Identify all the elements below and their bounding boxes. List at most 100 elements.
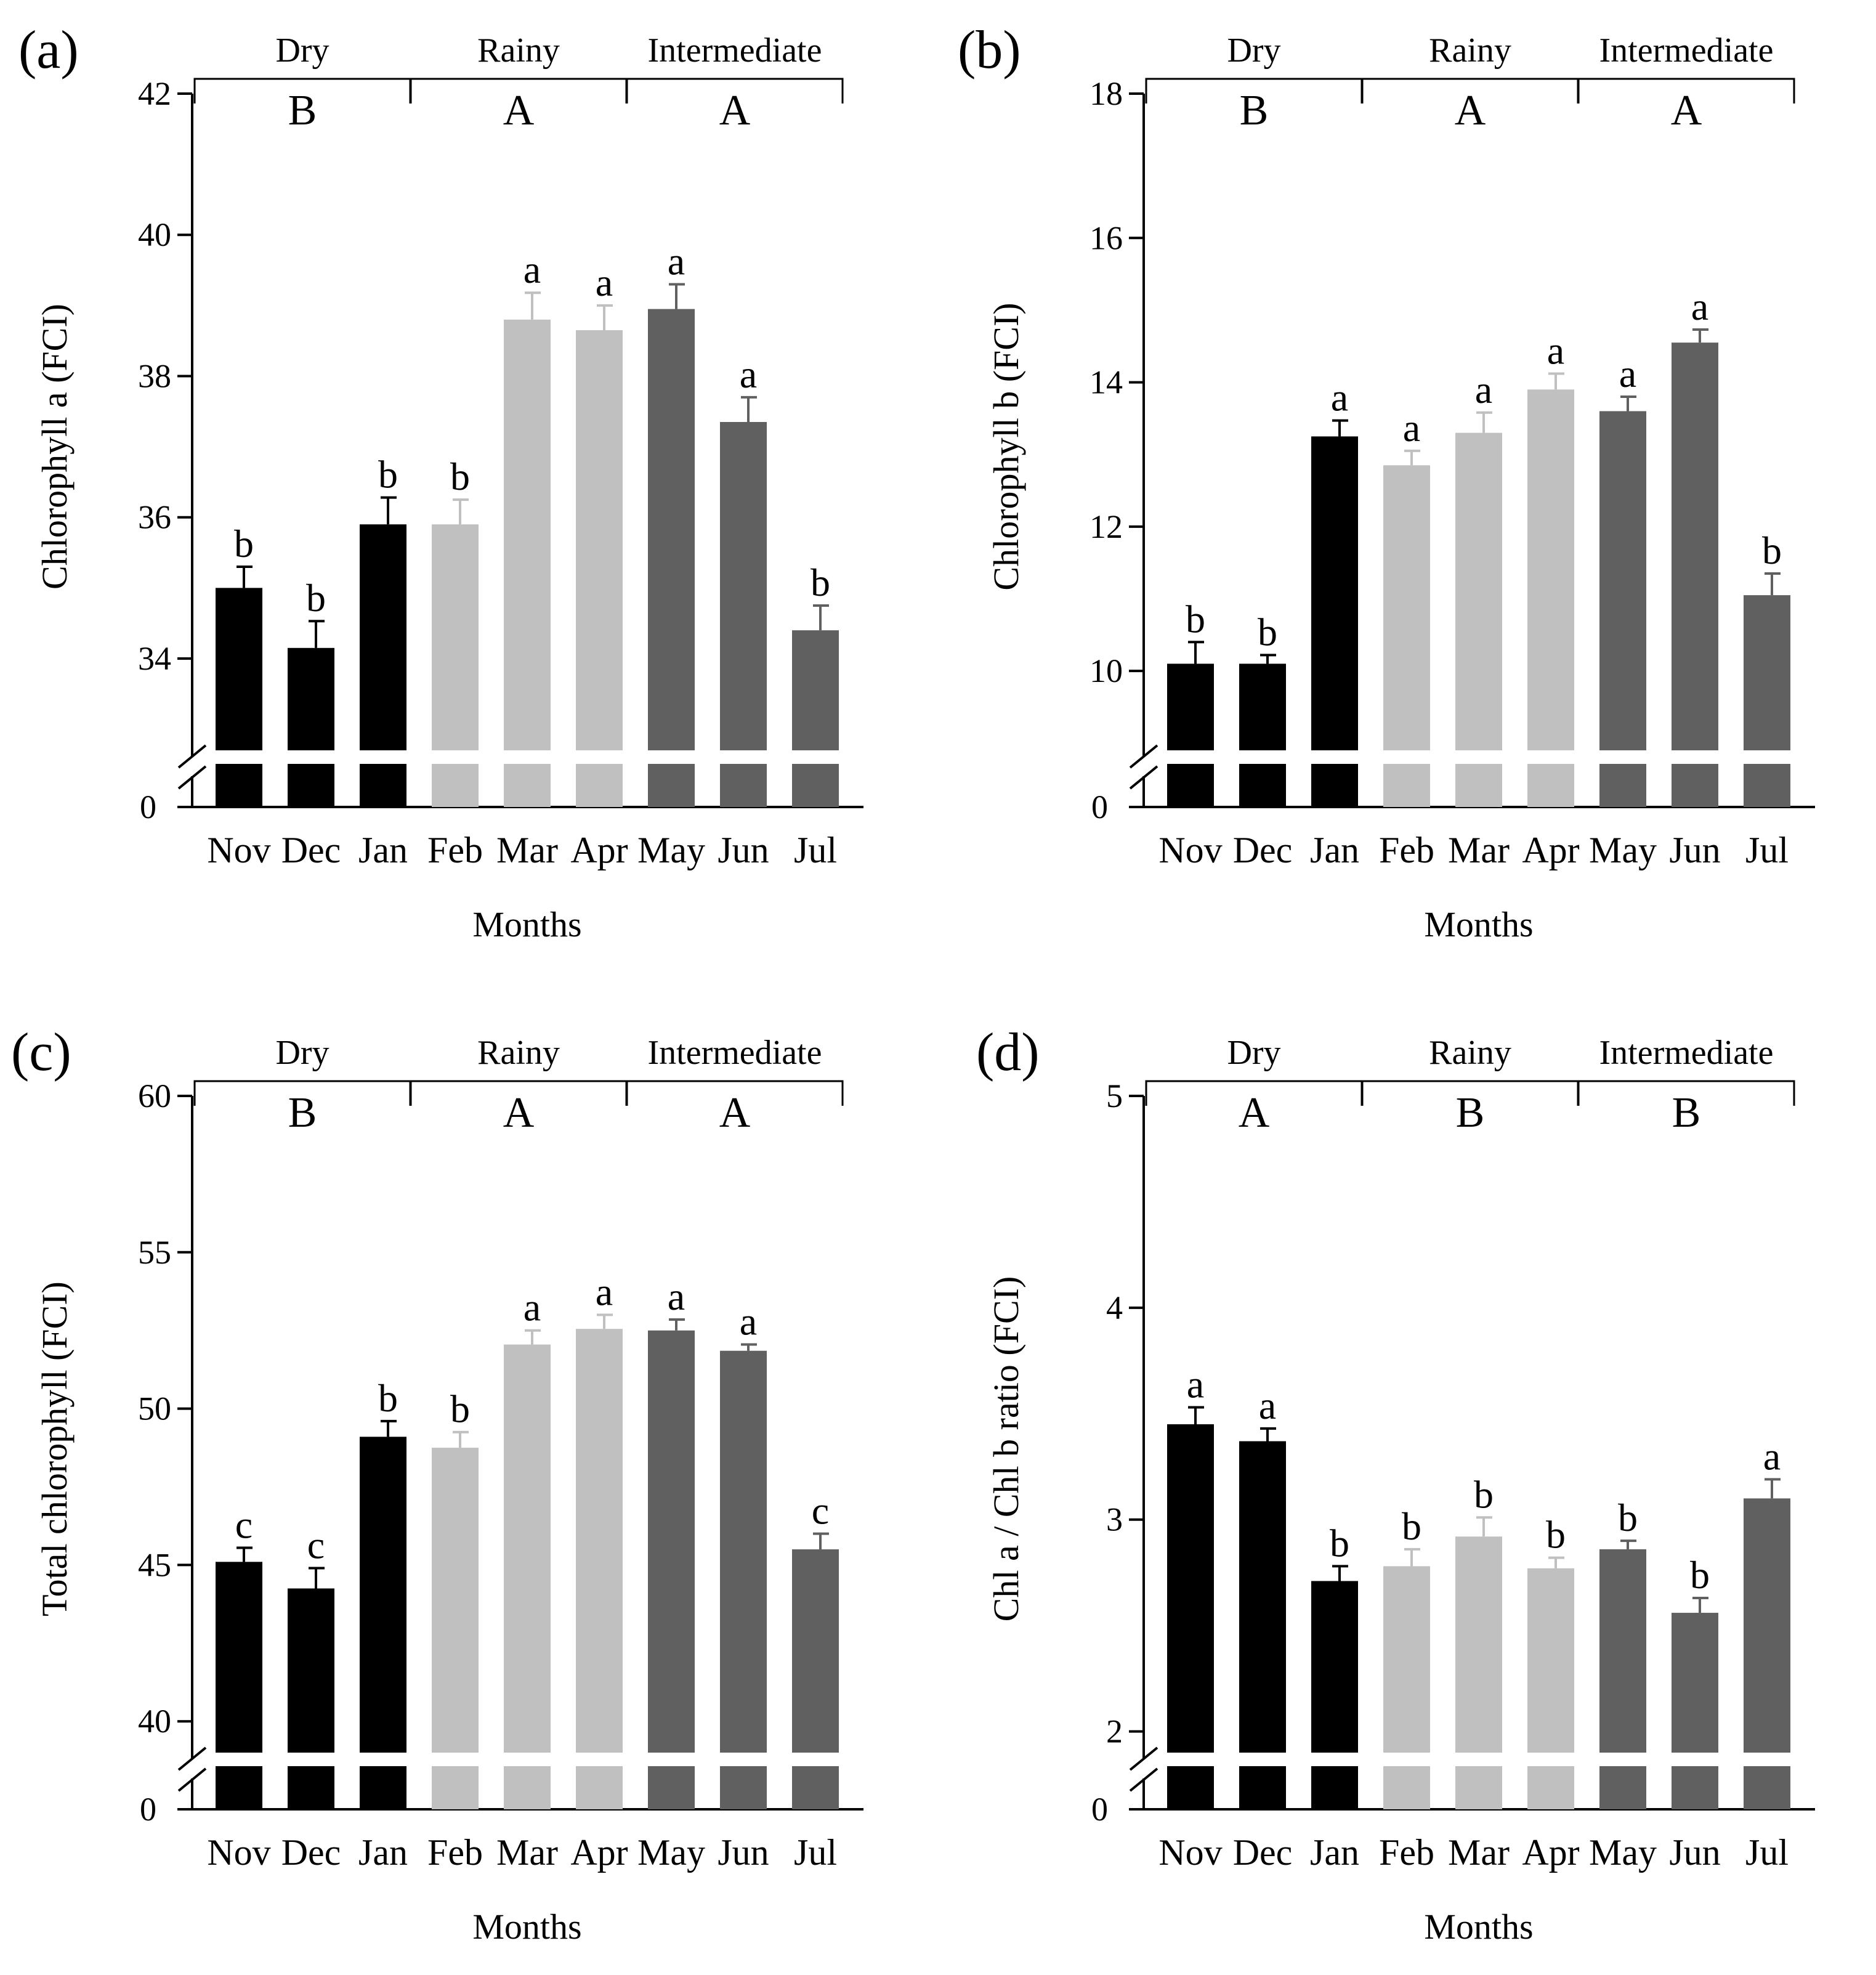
significance-letter: b	[378, 1376, 398, 1420]
significance-letter: b	[1186, 597, 1205, 641]
y-tick-label: 42	[138, 75, 171, 112]
bar-dec	[1239, 1441, 1286, 1753]
x-tick-label: Mar	[1448, 1832, 1510, 1873]
season-letter: A	[1671, 87, 1702, 134]
y-tick-label: 10	[1090, 652, 1123, 689]
x-tick-label: Jan	[358, 1832, 408, 1873]
season-name: Dry	[1227, 1034, 1280, 1072]
panel-label: (d)	[976, 1023, 1040, 1082]
chart-panel-b: (b) 10 12 14 16 18 0 Chlorophyll b (FCI) b Nov b De…	[958, 20, 1815, 944]
season-name: Intermediate	[1599, 31, 1774, 70]
y-tick-label: 40	[138, 1703, 171, 1740]
season-name: Dry	[275, 1034, 329, 1072]
season-bracket	[626, 78, 844, 103]
y-tick-label: 45	[138, 1546, 171, 1583]
x-tick-label: Jun	[718, 830, 769, 870]
bar-dec	[288, 647, 334, 750]
bar-jul	[1744, 1498, 1790, 1753]
x-tick-label: Jun	[1669, 1832, 1720, 1873]
x-tick-label: Nov	[1158, 1832, 1222, 1873]
bar-feb	[1383, 465, 1430, 750]
bar-jul	[792, 1549, 839, 1753]
bar-stub-dec	[1239, 1766, 1286, 1809]
bar-nov	[1167, 663, 1214, 750]
bar-stub-feb	[1383, 1766, 1430, 1809]
bar-mar	[1455, 432, 1502, 750]
x-tick-label: Nov	[1158, 830, 1222, 870]
bar-stub-apr	[576, 1766, 623, 1809]
bar-jun	[720, 1350, 767, 1753]
significance-letter: a	[524, 248, 541, 291]
season-name: Dry	[1227, 31, 1280, 70]
y-tick-label: 60	[138, 1077, 171, 1114]
y-tick-label: 55	[138, 1234, 171, 1271]
bar-stub-jun	[1672, 764, 1718, 807]
bar-stub-jan	[360, 764, 406, 807]
significance-letter: c	[235, 1503, 253, 1547]
bar-stub-feb	[432, 1766, 479, 1809]
season-name: Rainy	[477, 1034, 560, 1072]
significance-letter: a	[596, 1270, 613, 1313]
bar-stub-may	[1599, 764, 1646, 807]
bar-stub-jun	[720, 764, 767, 807]
bar-stub-jul	[792, 764, 839, 807]
axis-break-mark	[177, 1767, 207, 1792]
x-tick-label: Mar	[496, 1832, 558, 1873]
significance-letter: a	[668, 239, 685, 283]
x-tick-label: Dec	[1233, 830, 1293, 870]
x-axis-title: Months	[1424, 1907, 1533, 1947]
bar-jun	[720, 422, 767, 750]
y-tick-label-zero: 0	[140, 1791, 156, 1828]
axis-break-mark	[1129, 1767, 1158, 1792]
bar-stub-mar	[504, 764, 551, 807]
season-name: Intermediate	[1599, 1034, 1774, 1072]
significance-letter: a	[1691, 285, 1708, 328]
bar-nov	[1167, 1424, 1214, 1753]
panel-label: (c)	[11, 1023, 71, 1082]
bar-stub-jul	[1744, 1766, 1790, 1809]
season-name: Rainy	[1429, 31, 1511, 70]
x-axis-title: Months	[1424, 904, 1533, 944]
x-tick-label: Nov	[207, 1832, 270, 1873]
x-tick-label: Jul	[794, 830, 837, 870]
bar-mar	[504, 319, 551, 750]
x-tick-label: Dec	[1233, 1832, 1293, 1873]
x-tick-label: Jan	[1310, 830, 1359, 870]
significance-letter: c	[812, 1489, 829, 1533]
y-tick-label: 16	[1090, 219, 1123, 256]
bar-may	[1599, 1549, 1646, 1753]
x-tick-label: Nov	[207, 830, 270, 870]
significance-letter: b	[378, 453, 398, 497]
season-name: Rainy	[477, 31, 560, 70]
bar-stub-jun	[720, 1766, 767, 1809]
x-tick-label: May	[1589, 1832, 1657, 1873]
chart-panel-a: (a) 34 36 38 40 42 0 Chlorophyll a (FCI) b Nov b De…	[18, 20, 863, 944]
significance-letter: c	[307, 1523, 325, 1567]
bar-stub-dec	[288, 764, 334, 807]
significance-letter: a	[1187, 1362, 1204, 1406]
significance-letter: a	[596, 261, 613, 304]
bar-nov	[216, 1562, 262, 1753]
bar-stub-feb	[1383, 764, 1430, 807]
bar-stub-mar	[1455, 1766, 1502, 1809]
x-tick-label: Jun	[1669, 830, 1720, 870]
bar-stub-jul	[1744, 764, 1790, 807]
axis-break-mark	[177, 765, 207, 790]
significance-letter: b	[811, 561, 830, 604]
bar-stub-apr	[576, 764, 623, 807]
significance-letter: a	[740, 1300, 757, 1344]
bar-stub-nov	[216, 764, 262, 807]
significance-letter: a	[1547, 329, 1564, 373]
significance-letter: a	[524, 1286, 541, 1329]
y-tick-label-zero: 0	[140, 789, 156, 825]
bar-jul	[792, 630, 839, 750]
bar-feb	[432, 524, 479, 750]
x-tick-label: Mar	[1448, 830, 1510, 870]
y-tick-label-zero: 0	[1091, 789, 1108, 825]
season-letter: B	[288, 87, 317, 134]
bar-feb	[1383, 1566, 1430, 1753]
y-tick-label: 14	[1090, 364, 1123, 401]
significance-letter: b	[1330, 1521, 1349, 1565]
x-axis-title: Months	[472, 1907, 581, 1947]
season-name: Intermediate	[648, 1034, 822, 1072]
